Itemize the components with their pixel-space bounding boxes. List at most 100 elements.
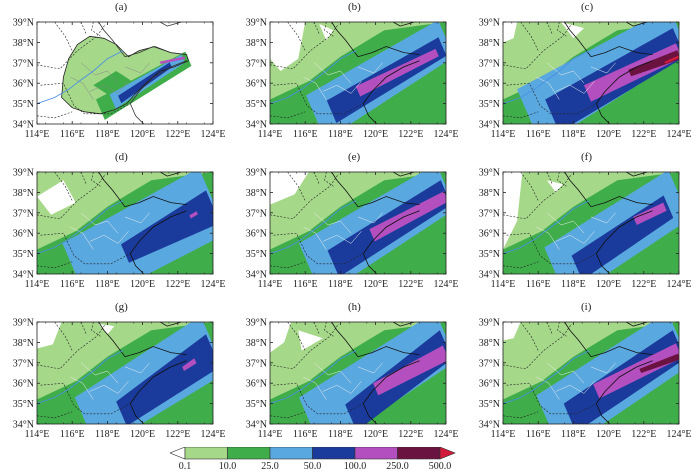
coastline bbox=[159, 322, 182, 327]
map-panel: (e) 39°N 38°N 37°N 36°N 35°N 34°N 114°E 116°E 118… bbox=[233, 150, 466, 300]
lat-tick-label: 34°N bbox=[479, 270, 500, 281]
city-border bbox=[80, 362, 119, 384]
lat-tick-label: 36°N bbox=[479, 79, 500, 90]
colorbar bbox=[169, 446, 530, 466]
lat-tick-label: 34°N bbox=[246, 270, 267, 281]
coastline bbox=[98, 172, 187, 208]
lat-tick-label: 35°N bbox=[246, 249, 267, 260]
lat-tick-label: 35°N bbox=[13, 99, 34, 110]
city-border bbox=[124, 362, 150, 374]
map-frame bbox=[36, 171, 214, 275]
colorbar-svg bbox=[169, 446, 456, 460]
city-border bbox=[303, 76, 327, 100]
panel-label: (e) bbox=[348, 151, 361, 163]
rainfall-contour bbox=[299, 322, 446, 424]
lat-tick-label: 34°N bbox=[13, 120, 34, 131]
panel-label: (h) bbox=[348, 301, 361, 313]
lat-tick-label: 38°N bbox=[479, 338, 500, 349]
province-border bbox=[324, 22, 334, 37]
coastline bbox=[159, 172, 182, 177]
province-border bbox=[270, 111, 306, 119]
rainfall-contour bbox=[93, 71, 132, 98]
yellow-river bbox=[37, 350, 124, 405]
province-border bbox=[503, 23, 572, 70]
coastline bbox=[362, 210, 420, 274]
lon-tick-label: 118°E bbox=[561, 279, 586, 290]
map-panel: (f) 39°N 38°N 37°N 36°N 35°N 34°N 114°E 116°E 118… bbox=[466, 150, 699, 300]
rainfall-contour bbox=[664, 55, 679, 64]
lat-tick-label: 36°N bbox=[246, 79, 267, 90]
yellow-river bbox=[503, 200, 590, 255]
lon-tick-label: 116°E bbox=[526, 129, 551, 140]
panel-label: (f) bbox=[581, 151, 592, 163]
lon-tick-label: 122°E bbox=[631, 129, 656, 140]
rainfall-contour bbox=[503, 172, 523, 250]
lon-tick-label: 124°E bbox=[433, 429, 458, 440]
coastline bbox=[595, 210, 653, 274]
coastline bbox=[392, 322, 415, 327]
city-border bbox=[89, 381, 129, 394]
rainfall-field bbox=[37, 172, 213, 274]
rainfall-contour bbox=[369, 191, 446, 242]
rainfall-field bbox=[37, 322, 213, 424]
lon-tick-label: 116°E bbox=[293, 279, 318, 290]
city-border bbox=[357, 362, 383, 374]
lon-tick-label: 122°E bbox=[398, 279, 423, 290]
map-frame bbox=[269, 321, 447, 425]
province-border bbox=[270, 323, 339, 370]
city-border bbox=[322, 81, 362, 94]
lon-tick-label: 122°E bbox=[631, 429, 656, 440]
rainfall-contour bbox=[298, 330, 323, 351]
lon-tick-label: 116°E bbox=[293, 429, 318, 440]
coastline bbox=[595, 60, 653, 124]
lon-tick-label: 120°E bbox=[130, 429, 155, 440]
map-panel: (g) 39°N 38°N 37°N 36°N 35°N 34°N 114°E 116°E 118… bbox=[0, 300, 233, 450]
map-panel: (d) 39°N 38°N 37°N 36°N 35°N 34°N 114°E 116°E 118… bbox=[0, 150, 233, 300]
city-border bbox=[322, 381, 362, 394]
province-border bbox=[520, 322, 539, 351]
yellow-river bbox=[270, 50, 357, 105]
rainfall-contour bbox=[74, 322, 213, 424]
rainfall-contour bbox=[593, 343, 679, 399]
coastline bbox=[61, 35, 189, 115]
map-frame bbox=[269, 21, 447, 125]
lon-tick-label: 114°E bbox=[25, 129, 50, 140]
lon-tick-label: 118°E bbox=[561, 129, 586, 140]
lat-tick-label: 37°N bbox=[13, 58, 34, 69]
city-border bbox=[89, 81, 129, 94]
province-border bbox=[80, 22, 87, 35]
coastline bbox=[129, 360, 187, 424]
city-border bbox=[124, 212, 150, 224]
lat-tick-label: 38°N bbox=[246, 38, 267, 49]
rainfall-contour bbox=[547, 180, 563, 193]
lat-tick-label: 37°N bbox=[479, 208, 500, 219]
lon-tick-label: 114°E bbox=[258, 129, 283, 140]
panel-label: (a) bbox=[115, 1, 128, 13]
coastline bbox=[564, 322, 653, 358]
city-border bbox=[303, 376, 327, 400]
panel-label: (i) bbox=[581, 301, 592, 313]
city-border bbox=[70, 226, 94, 250]
coastline bbox=[129, 60, 187, 124]
province-border bbox=[54, 322, 73, 351]
rainfall-field bbox=[270, 322, 446, 424]
rainfall-contour bbox=[182, 358, 197, 371]
rainfall-contour bbox=[503, 22, 518, 43]
lat-tick-label: 38°N bbox=[13, 38, 34, 49]
rainfall-field bbox=[270, 172, 446, 274]
rainfall-contour bbox=[121, 190, 213, 263]
province-border bbox=[503, 261, 539, 269]
coastline bbox=[625, 22, 648, 27]
lon-tick-label: 114°E bbox=[25, 279, 50, 290]
lon-tick-label: 122°E bbox=[398, 129, 423, 140]
lon-tick-label: 120°E bbox=[596, 129, 621, 140]
city-border bbox=[313, 62, 352, 84]
lon-tick-label: 118°E bbox=[95, 429, 120, 440]
lat-tick-label: 39°N bbox=[479, 318, 500, 329]
province-border bbox=[54, 172, 73, 201]
lon-tick-label: 122°E bbox=[165, 279, 190, 290]
province-border bbox=[37, 173, 106, 220]
